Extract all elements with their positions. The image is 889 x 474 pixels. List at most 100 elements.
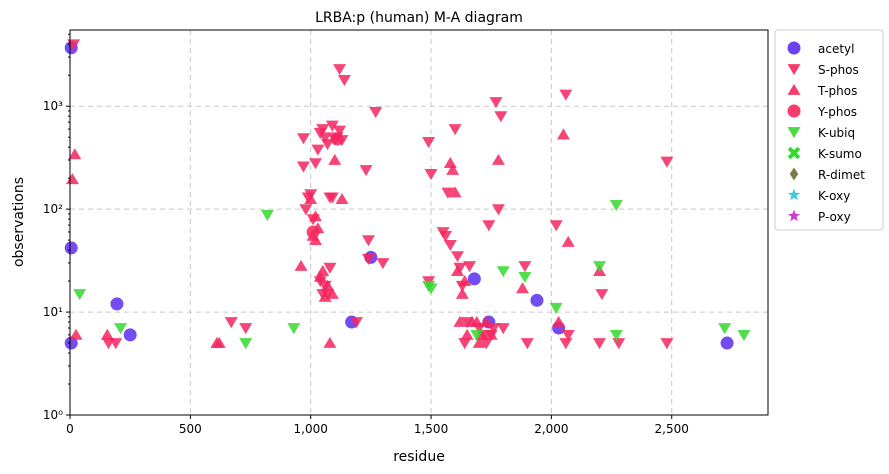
data-point bbox=[559, 89, 573, 101]
legend-marker bbox=[787, 209, 801, 222]
data-point bbox=[520, 338, 534, 350]
data-point bbox=[458, 274, 472, 286]
series-acetyl bbox=[64, 41, 734, 350]
data-point bbox=[316, 124, 330, 136]
data-point bbox=[443, 156, 457, 168]
data-point bbox=[323, 262, 337, 274]
legend-label: K-oxy bbox=[818, 189, 850, 203]
data-point bbox=[100, 328, 114, 340]
legend-marker bbox=[787, 41, 801, 55]
data-point bbox=[325, 192, 339, 204]
data-point bbox=[484, 328, 498, 340]
legend-marker bbox=[787, 64, 801, 76]
data-point bbox=[424, 283, 438, 295]
data-point bbox=[515, 282, 529, 294]
data-point bbox=[68, 148, 82, 160]
data-point bbox=[593, 261, 607, 273]
legend-label: K-ubiq bbox=[818, 126, 855, 140]
data-point bbox=[549, 220, 563, 232]
data-point bbox=[552, 315, 566, 327]
data-point bbox=[306, 225, 320, 239]
data-point bbox=[737, 330, 751, 342]
data-point bbox=[239, 338, 253, 350]
legend-label: acetyl bbox=[818, 42, 854, 56]
data-point bbox=[309, 210, 323, 222]
data-point bbox=[448, 186, 462, 198]
data-point bbox=[609, 200, 623, 212]
data-point bbox=[110, 297, 124, 311]
data-point bbox=[609, 330, 623, 342]
x-stroke bbox=[787, 146, 801, 160]
data-point bbox=[224, 317, 238, 329]
data-point bbox=[109, 338, 123, 350]
data-point bbox=[369, 107, 383, 119]
x-tick-label: 500 bbox=[179, 422, 202, 436]
legend-label: P-oxy bbox=[818, 210, 851, 224]
series-k-ubiq bbox=[73, 200, 751, 350]
data-point bbox=[530, 293, 544, 307]
data-point bbox=[482, 220, 496, 232]
data-point bbox=[349, 317, 363, 329]
data-point bbox=[491, 204, 505, 216]
data-point bbox=[325, 120, 339, 132]
data-point bbox=[453, 262, 467, 274]
data-point bbox=[491, 153, 505, 165]
data-point bbox=[479, 338, 493, 350]
x-tick-label: 0 bbox=[66, 422, 74, 436]
data-point bbox=[518, 271, 532, 283]
data-point bbox=[296, 133, 310, 145]
legend-marker bbox=[787, 104, 801, 118]
data-point bbox=[328, 153, 342, 165]
legend-label: R-dimet bbox=[818, 168, 865, 182]
data-point bbox=[718, 323, 732, 335]
data-point bbox=[472, 336, 486, 348]
data-point bbox=[311, 144, 325, 156]
data-point bbox=[463, 261, 477, 273]
data-point bbox=[561, 330, 575, 342]
y-axis: 10⁰ 10¹ 10² 10³ bbox=[43, 33, 70, 422]
legend: acetyl S-phos T-phos Y-phos K-ubiq K-sumo R-di… bbox=[774, 29, 884, 231]
legend-label: Y-phos bbox=[817, 105, 857, 119]
data-point bbox=[361, 253, 375, 265]
data-point bbox=[333, 125, 347, 137]
data-point bbox=[330, 132, 344, 146]
data-point bbox=[123, 328, 137, 342]
data-point bbox=[660, 156, 674, 168]
data-point bbox=[458, 338, 472, 350]
series-t-phos bbox=[65, 128, 607, 348]
data-point bbox=[460, 328, 474, 340]
data-point bbox=[549, 302, 563, 314]
legend-marker bbox=[789, 167, 799, 181]
legend-marker bbox=[787, 83, 801, 95]
data-point bbox=[335, 192, 349, 205]
data-point bbox=[287, 323, 301, 335]
data-point bbox=[361, 235, 375, 247]
x-axis: 0 500 1,000 1,500 2,000 2,500 bbox=[66, 415, 689, 436]
data-point bbox=[451, 251, 465, 263]
chart-title: LRBA:p (human) M-A diagram bbox=[315, 10, 523, 26]
grid-lines bbox=[70, 30, 768, 415]
data-point bbox=[376, 258, 390, 270]
data-point bbox=[73, 289, 87, 301]
data-point bbox=[489, 97, 503, 109]
data-points bbox=[64, 39, 751, 350]
data-point bbox=[212, 336, 226, 348]
data-point bbox=[496, 323, 510, 335]
data-point bbox=[318, 290, 332, 302]
data-point bbox=[316, 264, 330, 276]
data-point bbox=[325, 287, 339, 299]
data-point bbox=[359, 165, 373, 177]
x-tick-label: 2,500 bbox=[655, 422, 689, 436]
data-point bbox=[455, 287, 469, 299]
data-point bbox=[304, 192, 318, 205]
data-point bbox=[296, 161, 310, 173]
plot-frame bbox=[69, 29, 769, 416]
data-point bbox=[479, 315, 493, 327]
legend-label: S-phos bbox=[818, 63, 859, 77]
legend-marker bbox=[787, 188, 801, 201]
y-tick-label: 10² bbox=[43, 202, 63, 216]
legend-marker bbox=[787, 146, 801, 160]
legend-label: T-phos bbox=[817, 84, 857, 98]
data-point bbox=[309, 158, 323, 170]
